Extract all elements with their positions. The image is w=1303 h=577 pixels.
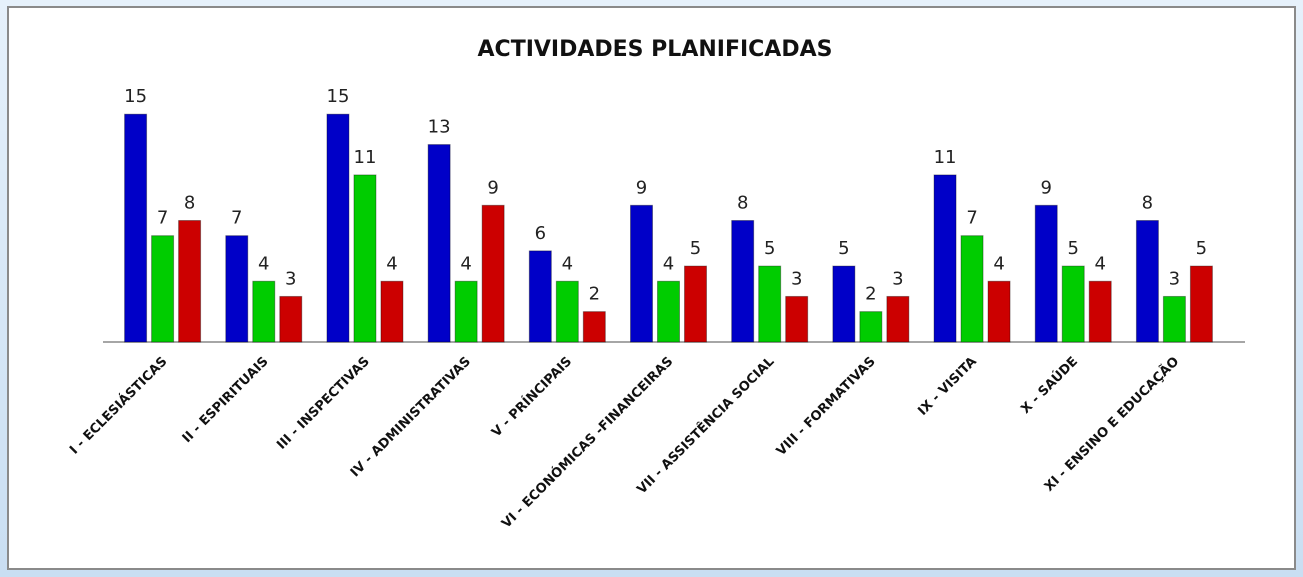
value-label: 4 [562,253,573,274]
value-label: 2 [589,284,600,305]
value-label: 15 [124,86,147,107]
bar [252,280,276,343]
value-label: 9 [1041,177,1052,198]
bar [832,265,856,343]
bar [630,204,653,343]
value-label: 9 [487,177,498,198]
bar [684,265,707,343]
value-label: 5 [1068,238,1079,259]
value-label: 6 [535,223,546,244]
bar [1135,220,1159,343]
value-label: 8 [184,193,195,214]
bar [1061,265,1085,343]
bar [454,280,478,343]
bar [151,235,175,343]
value-label: 8 [1142,193,1153,214]
value-label: 11 [354,147,377,168]
value-label: 2 [865,284,876,305]
bar [1162,295,1186,343]
bar [582,311,606,343]
bar [427,144,451,343]
bar [1189,265,1213,343]
value-label: 5 [1196,238,1207,259]
value-label: 15 [327,86,350,107]
bar [326,113,350,343]
value-label: 3 [285,268,296,289]
bar [960,235,984,343]
bar [933,174,957,343]
chart-title: ACTIVIDADES PLANIFICADAS [478,37,833,62]
value-label: 3 [892,268,903,289]
bar [731,220,755,343]
value-label: 11 [934,147,957,168]
value-label: 7 [966,208,977,229]
value-label: 4 [258,253,269,274]
value-label: 3 [1169,268,1180,289]
value-label: 5 [764,238,775,259]
bar [178,220,202,343]
bar [481,204,505,343]
bar [987,280,1011,343]
bar [859,311,883,343]
bar [1088,280,1112,343]
value-label: 4 [460,253,471,274]
bar [225,235,249,343]
bar [124,113,148,343]
value-label: 4 [663,253,674,274]
value-label: 5 [838,238,849,259]
value-label: 4 [993,253,1004,274]
bar [657,280,680,343]
bar [380,280,404,343]
bar [353,174,377,343]
value-label: 8 [737,193,748,214]
value-label: 13 [428,117,451,138]
bar [785,295,809,343]
bar [1034,204,1058,343]
value-label: 3 [791,268,802,289]
value-label: 5 [690,238,701,259]
value-label: 7 [231,208,242,229]
bar [758,265,782,343]
bar [886,295,910,343]
value-label: 4 [1095,253,1106,274]
bar [528,250,552,343]
value-label: 7 [157,208,168,229]
value-label: 9 [636,177,647,198]
bar [555,280,579,343]
value-label: 4 [386,253,397,274]
bar [279,295,303,343]
